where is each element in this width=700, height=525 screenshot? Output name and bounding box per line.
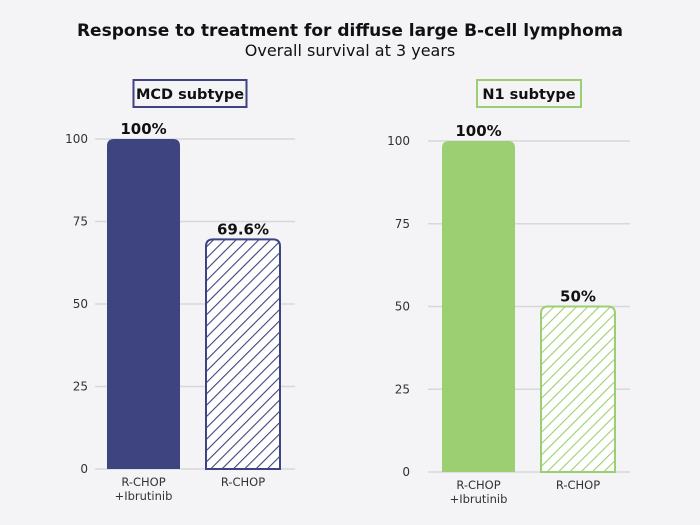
bar [540,305,616,473]
y-tick-label: 75 [395,217,410,231]
y-tick-label: 50 [73,297,88,311]
x-category-label: +Ibrutinib [450,492,508,506]
y-tick-label: 75 [73,215,88,229]
x-category-label: R-CHOP [556,478,600,492]
bar [107,139,180,469]
data-label: 50% [560,288,596,306]
panel-title-box [132,79,248,108]
y-tick-label: 25 [73,380,88,394]
y-tick-label: 0 [402,465,410,479]
y-tick-label: 25 [395,382,410,396]
x-category-label: R-CHOP [221,475,265,489]
data-label: 100% [455,122,501,140]
chart-subtitle: Overall survival at 3 years [245,41,456,60]
panel-title-box [476,79,582,108]
y-tick-label: 100 [387,134,410,148]
panel-1: MCD subtype0255075100100%R-CHOP+Ibrutini… [65,79,295,503]
chart-title: Response to treatment for diffuse large … [77,21,623,41]
data-label: 69.6% [217,220,269,238]
data-label: 100% [120,120,166,138]
x-category-label: +Ibrutinib [115,489,173,503]
panel-title: N1 subtype [482,87,575,103]
panel-2: N1 subtype0255075100100%R-CHOP+Ibrutinib… [387,79,630,506]
x-category-label: R-CHOP [121,475,165,489]
y-tick-label: 50 [395,300,410,314]
panel-title: MCD subtype [136,87,244,103]
bar [442,141,515,472]
y-tick-label: 100 [65,132,88,146]
y-tick-label: 0 [80,462,88,476]
bar [205,238,281,470]
x-category-label: R-CHOP [456,478,500,492]
